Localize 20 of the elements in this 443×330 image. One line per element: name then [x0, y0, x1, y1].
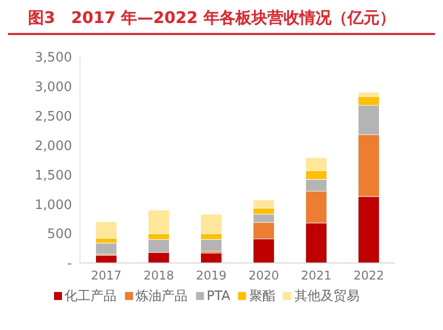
legend-label: PTA [206, 288, 230, 305]
legend-label: 炼油产品 [134, 288, 188, 305]
chart-title: 图3 2017 年—2022 年各板块营收情况（亿元） [8, 8, 435, 35]
y-tick-label: 3,500 [34, 50, 72, 66]
x-tick-label: 2017 [90, 268, 122, 283]
x-tick-label: 2019 [196, 268, 227, 283]
legend-label: 化工产品 [64, 288, 117, 305]
legend-label: 聚酯 [248, 288, 276, 305]
x-tick-label: 2018 [143, 268, 174, 283]
y-tick-label: 1,000 [34, 198, 72, 213]
x-tick-label: 2021 [300, 268, 332, 283]
x-tick-label: 2020 [248, 268, 280, 283]
y-tick-label: - [67, 256, 72, 272]
y-tick-label: 2,000 [34, 138, 72, 154]
y-tick-label: 1,500 [34, 168, 72, 184]
y-tick-label: 2,500 [34, 109, 72, 124]
y-tick-label: 3,000 [34, 80, 72, 96]
x-tick-label: 2022 [353, 268, 384, 283]
y-tick-label: 500 [47, 227, 72, 242]
legend-label: 其他及贸易 [293, 288, 360, 305]
